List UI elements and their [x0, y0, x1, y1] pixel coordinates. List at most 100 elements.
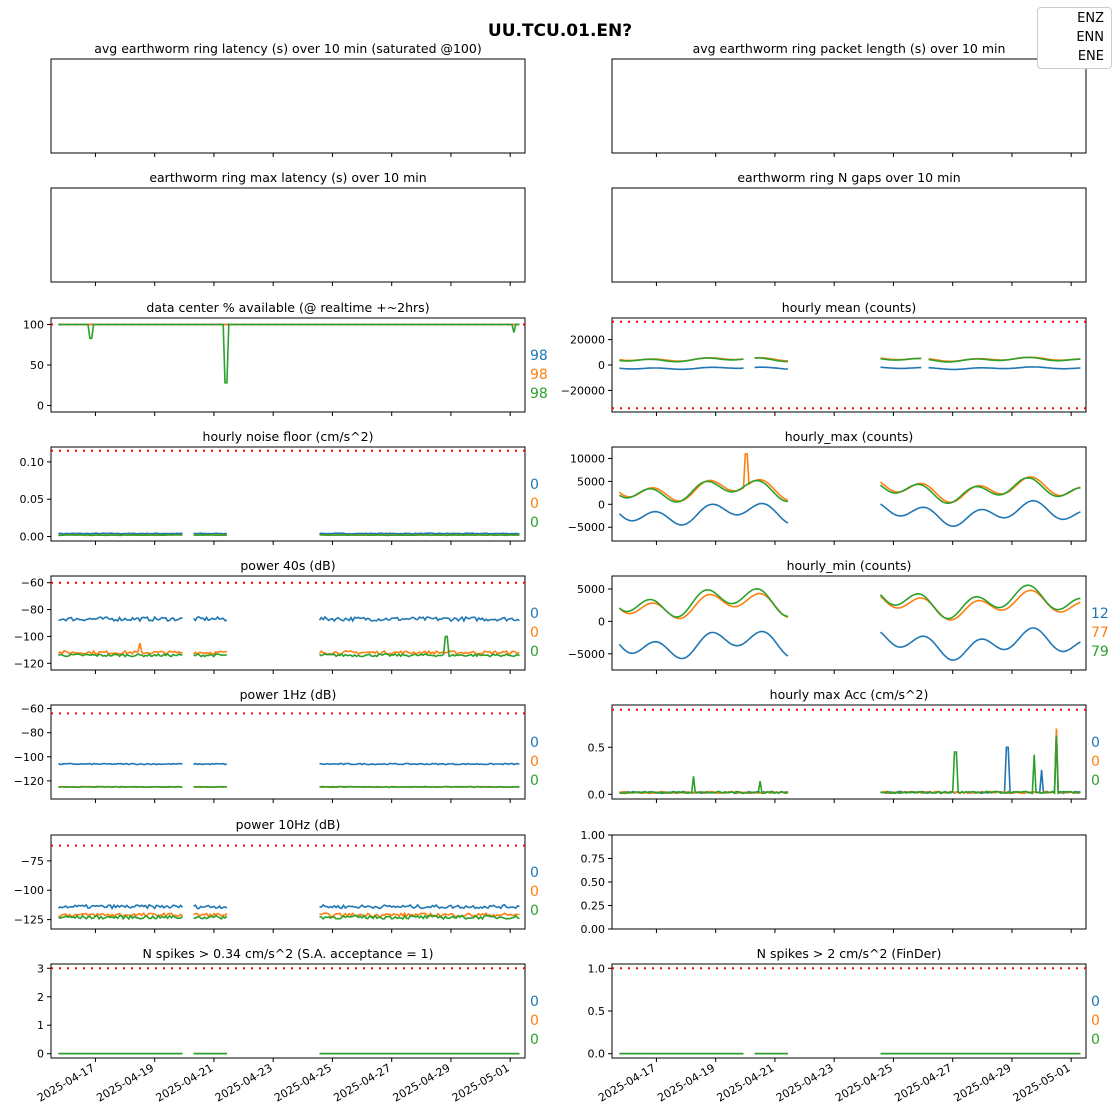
panel-frame: [611, 446, 1087, 542]
panel-frame: [50, 963, 526, 1059]
figure-title: UU.TCU.01.EN?: [488, 21, 632, 41]
y-tick-label: 0.05: [20, 493, 45, 506]
y-tick-label: 0.0: [588, 1048, 606, 1061]
panel-title: hourly max Acc (cm/s^2): [770, 687, 929, 702]
series-line-ene: [58, 323, 520, 384]
y-tick-label: 10000: [570, 452, 605, 465]
channel-annotation: 0: [530, 884, 539, 900]
series-line-enz: [58, 532, 520, 535]
series-line-enz: [58, 762, 520, 766]
x-tick-label: 2025-05-01: [1011, 1061, 1073, 1104]
series-line-ene: [619, 735, 1081, 795]
panel-avg-packet-length: avg earthworm ring packet length (s) ove…: [611, 41, 1087, 157]
y-tick-label: 0.5: [588, 1005, 606, 1018]
channel-annotation: 0: [1091, 1032, 1100, 1048]
panel-spikes-sa: N spikes > 0.34 cm/s^2 (S.A. acceptance …: [35, 946, 539, 1105]
y-tick-label: 5000: [577, 475, 605, 488]
panel-title: hourly_min (counts): [787, 558, 912, 573]
x-tick-label: 2025-04-19: [655, 1061, 717, 1104]
y-tick-label: 0.10: [20, 456, 45, 469]
panel-availability: data center % available (@ realtime +~2h…: [23, 300, 548, 416]
y-tick-label: −60: [21, 703, 44, 716]
x-tick-label: 2025-04-21: [154, 1061, 216, 1104]
series-line-ene: [618, 476, 1081, 505]
y-tick-label: 3: [37, 962, 44, 975]
x-tick-label: 2025-04-27: [331, 1061, 393, 1104]
panel-frame: [50, 575, 526, 671]
series-line-ene: [618, 584, 1081, 620]
series-line-enz: [619, 730, 1081, 795]
panel-power-10hz: power 10Hz (dB) −125 −100 −75 0 0 0: [14, 817, 539, 933]
panel-title: N spikes > 0.34 cm/s^2 (S.A. acceptance …: [142, 946, 433, 961]
channel-annotation: 0: [530, 496, 539, 512]
panel-title: hourly mean (counts): [782, 300, 916, 315]
panel-frame: [50, 704, 526, 800]
y-tick-label: 50: [30, 359, 44, 372]
series-line-enn: [57, 642, 520, 656]
legend-entry-enz: ENZ: [1077, 11, 1104, 26]
y-tick-label: 0.0: [588, 788, 606, 801]
x-tick-label: 2025-04-17: [35, 1061, 97, 1104]
channel-annotation: 0: [530, 515, 539, 531]
panel-hourly-min: hourly_min (counts) −5000 0 5000 12 77 79: [568, 558, 1109, 674]
x-tick-label: 2025-04-23: [774, 1061, 836, 1104]
channel-annotation: 12: [1091, 606, 1109, 622]
panel-title: N spikes > 2 cm/s^2 (FinDer): [757, 946, 942, 961]
y-tick-label: 0.00: [581, 923, 606, 936]
y-tick-label: 0: [37, 400, 44, 413]
panel-avg-latency: avg earthworm ring latency (s) over 10 m…: [50, 41, 526, 157]
legend-entry-enn: ENN: [1076, 30, 1104, 45]
panel-frame: [611, 834, 1087, 930]
y-tick-label: 0: [598, 498, 605, 511]
y-tick-label: 20000: [570, 334, 605, 347]
y-tick-label: −80: [21, 604, 44, 617]
series-line-enz: [57, 903, 520, 910]
channel-annotation: 0: [1091, 754, 1100, 770]
series-line-enz: [619, 366, 1081, 371]
channel-annotation: 0: [1091, 773, 1100, 789]
y-tick-label: −5000: [568, 521, 605, 534]
series-line-ene: [619, 356, 1081, 363]
panel-power-40s: power 40s (dB) −120 −100 −80 −60 0 0 0: [14, 558, 539, 674]
channel-annotation: 0: [530, 865, 539, 881]
channel-annotation: 0: [530, 644, 539, 660]
channel-annotation: 0: [1091, 735, 1100, 751]
y-tick-label: −20000: [561, 384, 605, 397]
panel-title: hourly noise floor (cm/s^2): [203, 429, 374, 444]
channel-annotation: 0: [530, 625, 539, 641]
panel-noise-floor: hourly noise floor (cm/s^2) 0.00 0.05 0.10 0…: [20, 429, 539, 545]
x-tick-label: 2025-05-01: [450, 1061, 512, 1104]
y-tick-label: 1: [37, 1019, 44, 1032]
panel-blank-axes: 0.00 0.25 0.50 0.75 1.00: [581, 829, 1087, 936]
panel-frame: [611, 317, 1087, 413]
x-tick-label: 2025-04-27: [892, 1061, 954, 1104]
x-tick-label: 2025-04-29: [952, 1061, 1014, 1104]
y-tick-label: −120: [14, 657, 44, 670]
x-tick-label: 2025-04-17: [596, 1061, 658, 1104]
channel-annotation: 79: [1091, 644, 1109, 660]
channel-annotation: 98: [530, 348, 548, 364]
y-tick-label: 1.0: [588, 962, 606, 975]
y-tick-label: 0: [598, 615, 605, 628]
x-tick-label: 2025-04-29: [391, 1061, 453, 1104]
channel-annotation: 0: [530, 1032, 539, 1048]
y-tick-label: −100: [14, 630, 44, 643]
y-tick-label: 0.00: [20, 531, 45, 544]
panel-title: avg earthworm ring latency (s) over 10 m…: [94, 41, 481, 56]
series-line-ene: [58, 914, 520, 921]
y-tick-label: −100: [14, 884, 44, 897]
y-tick-label: 0.50: [581, 876, 606, 889]
y-tick-label: −120: [14, 775, 44, 788]
channel-annotation: 0: [530, 754, 539, 770]
series-line-enn: [618, 589, 1081, 621]
panel-title: power 40s (dB): [240, 558, 335, 573]
channel-annotation: 0: [530, 606, 539, 622]
y-tick-label: −100: [14, 751, 44, 764]
y-tick-label: 5000: [577, 583, 605, 596]
channel-annotation: 0: [530, 477, 539, 493]
y-tick-label: 0.75: [581, 853, 606, 866]
series-line-enz: [618, 499, 1081, 528]
panel-max-latency: earthworm ring max latency (s) over 10 m…: [50, 170, 526, 286]
channel-annotation: 0: [530, 773, 539, 789]
